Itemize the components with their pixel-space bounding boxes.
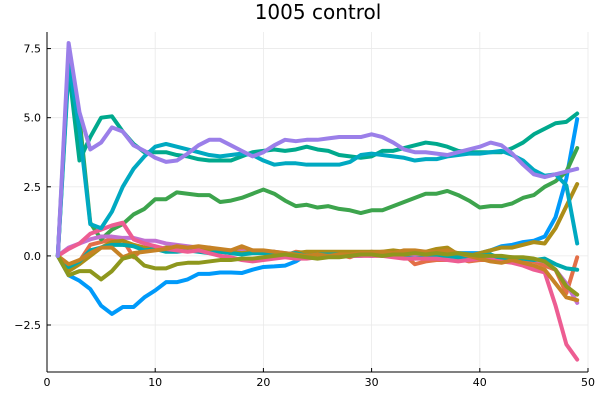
grid-lines — [46, 32, 589, 372]
y-tick-label: 2.5 — [24, 181, 42, 194]
y-tick-label: 0.0 — [24, 250, 42, 263]
x-tick-label: 0 — [44, 376, 51, 389]
y-tick-label: 7.5 — [24, 43, 42, 56]
series-line-11 — [55, 60, 580, 258]
x-tick-label: 40 — [473, 376, 487, 389]
x-tick-label: 50 — [581, 376, 595, 389]
axes — [46, 32, 589, 373]
tick-labels: 0 10 20 30 40 50 −2.5 0.0 2.5 5.0 7.5 — [14, 43, 595, 389]
data-series — [55, 41, 580, 362]
x-tick-label: 20 — [256, 376, 270, 389]
series-line-3 — [55, 52, 580, 258]
y-tick-label: −2.5 — [14, 319, 41, 332]
series-line-12 — [55, 41, 580, 258]
series-line-10 — [55, 251, 580, 297]
series-line-8 — [55, 244, 580, 303]
x-tick-label: 30 — [365, 376, 379, 389]
y-tick-label: 5.0 — [24, 112, 42, 125]
series-line-5 — [55, 182, 580, 274]
chart-title: 1005 control — [255, 0, 382, 24]
x-tick-label: 10 — [148, 376, 162, 389]
